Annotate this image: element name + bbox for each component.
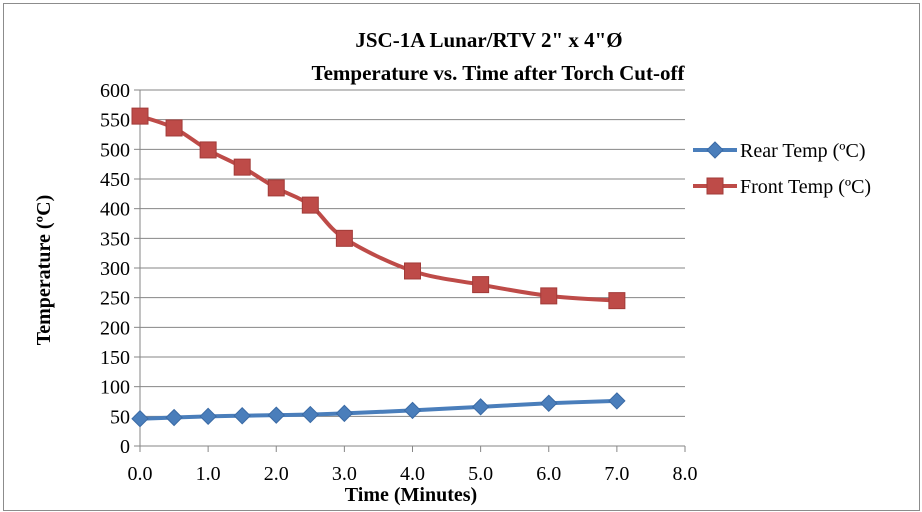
legend-item: Front Temp (ºC) <box>693 176 871 198</box>
data-point <box>540 287 558 305</box>
chart-area <box>3 3 920 511</box>
data-point <box>301 405 320 424</box>
x-axis-title: Time (Minutes) <box>345 484 477 506</box>
y-axis-ticks: 0 50 100 150 200 250 300 350 400 450 500 550 600 <box>100 80 130 458</box>
data-point <box>267 179 285 197</box>
y-tick-label: 300 <box>100 258 130 280</box>
x-axis-ticks: 0.0 1.0 2.0 3.0 4.0 5.0 6.0 7.0 8.0 <box>128 463 698 485</box>
y-tick-label: 200 <box>100 317 130 339</box>
chart-title: JSC-1A Lunar/RTV 2" x 4"Ø <box>355 28 622 52</box>
y-tick-label: 450 <box>100 169 130 191</box>
data-point <box>165 119 183 137</box>
data-point <box>540 394 558 412</box>
data-point <box>267 406 285 424</box>
data-point <box>335 404 354 423</box>
data-point <box>301 196 319 214</box>
y-tick-label: 400 <box>100 199 130 221</box>
y-tick-label: 250 <box>100 288 130 310</box>
x-tick-label: 5.0 <box>468 463 493 485</box>
series-front-temp <box>131 107 626 310</box>
data-point <box>335 229 353 247</box>
data-point <box>608 392 626 410</box>
series-rear-temp <box>131 392 626 428</box>
y-tick-label: 150 <box>100 347 130 369</box>
data-point <box>233 158 251 176</box>
legend-marker <box>706 177 724 195</box>
y-tick-label: 600 <box>100 80 130 102</box>
x-tick-label: 8.0 <box>673 463 698 485</box>
data-point <box>404 262 421 280</box>
chart-subtitle: Temperature vs. Time after Torch Cut-off <box>312 61 686 85</box>
axes <box>134 89 686 452</box>
y-tick-label: 50 <box>110 406 130 428</box>
y-tick-label: 350 <box>100 228 130 250</box>
y-tick-label: 500 <box>100 139 130 161</box>
x-tick-label: 7.0 <box>604 463 629 485</box>
y-tick-label: 100 <box>100 377 130 399</box>
x-tick-label: 0.0 <box>128 463 153 485</box>
y-tick-label: 0 <box>120 436 130 458</box>
legend-marker <box>706 141 724 159</box>
x-tick-label: 4.0 <box>400 463 425 485</box>
data-point <box>233 407 251 425</box>
data-point <box>472 276 490 294</box>
data-point <box>199 407 217 426</box>
plot-series <box>131 107 626 428</box>
data-point <box>608 292 626 310</box>
y-axis-title: Temperature (ºC) <box>33 195 55 345</box>
data-point <box>199 141 217 159</box>
legend-label: Rear Temp (ºC) <box>740 140 866 162</box>
gridlines <box>140 89 685 417</box>
data-point <box>471 398 490 416</box>
x-tick-label: 1.0 <box>196 463 221 485</box>
data-point <box>131 107 149 125</box>
x-tick-label: 3.0 <box>332 463 357 485</box>
data-point <box>403 401 422 420</box>
legend: Rear Temp (ºC) Front Temp (ºC) <box>693 140 871 198</box>
legend-item: Rear Temp (ºC) <box>693 140 866 162</box>
data-point <box>165 408 183 427</box>
legend-label: Front Temp (ºC) <box>740 176 871 198</box>
x-tick-label: 6.0 <box>536 463 561 485</box>
x-tick-label: 2.0 <box>264 463 289 485</box>
y-tick-label: 550 <box>100 110 130 132</box>
data-point <box>131 409 149 428</box>
